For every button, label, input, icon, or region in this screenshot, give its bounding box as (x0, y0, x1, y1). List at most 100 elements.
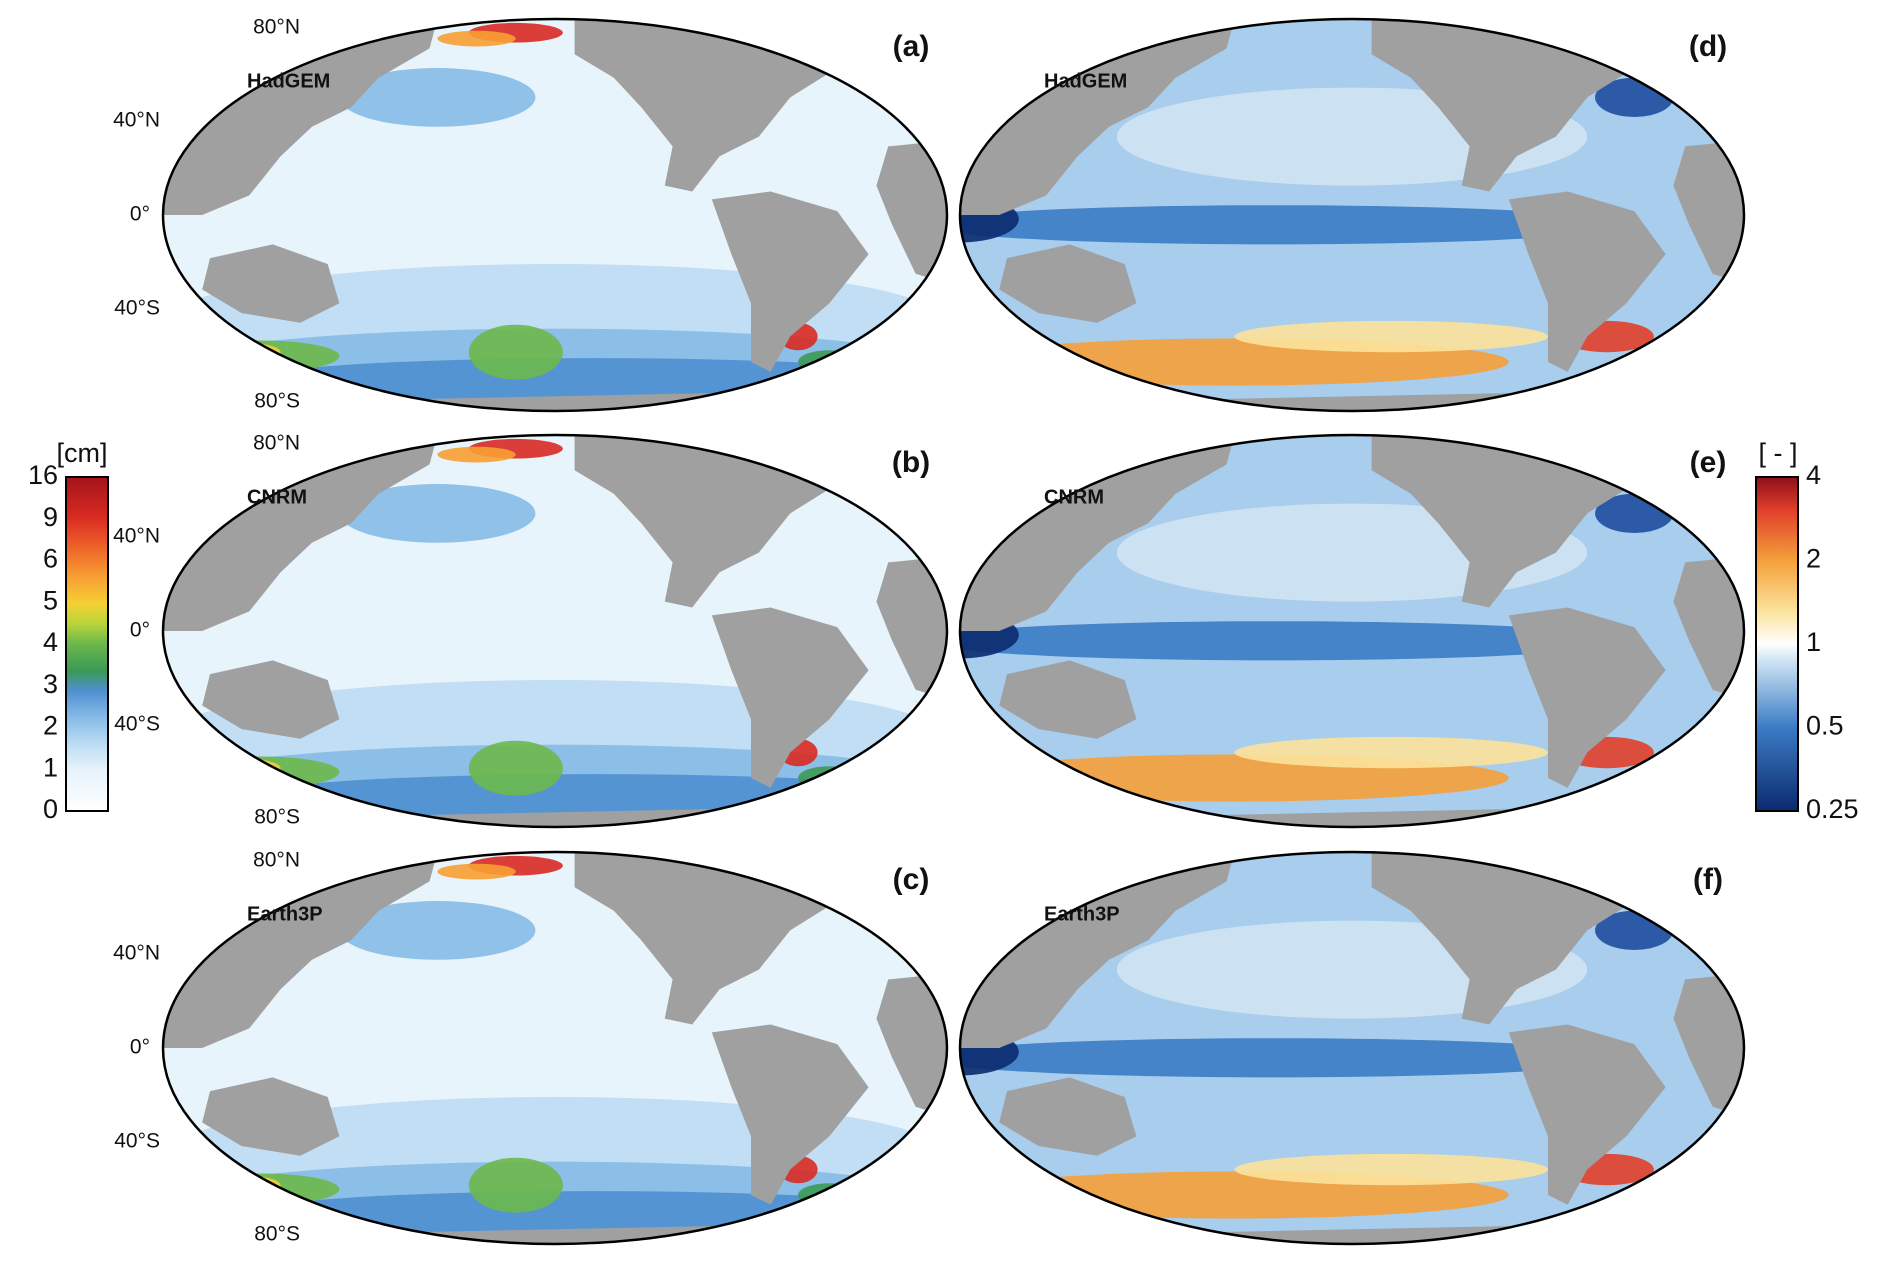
land (711, 1024, 869, 1205)
map-panel (901, 19, 1744, 411)
field-patch (960, 448, 1137, 469)
panel-label: (c) (893, 863, 930, 896)
lat-label: 40°S (114, 713, 160, 736)
colorbar-tick-label: 2 (1806, 544, 1821, 574)
lat-label: 40°N (113, 525, 160, 548)
land (574, 435, 849, 608)
colorbar-tick-label: 4 (1806, 460, 1821, 490)
field-patch (468, 740, 563, 796)
colorbar-tick-label: 1 (1806, 627, 1821, 657)
map-panel (901, 435, 1744, 827)
field-patch (960, 205, 1627, 245)
lat-label: 0° (130, 1036, 150, 1059)
lat-label: 40°S (114, 297, 160, 320)
panel-label: (d) (1689, 30, 1727, 63)
land (1371, 435, 1646, 608)
map-border (163, 19, 947, 411)
land (1673, 556, 1744, 700)
colorbar-unit: [ - ] (1759, 438, 1798, 468)
map-content (960, 435, 1744, 827)
land (574, 852, 849, 1025)
field-patch (1234, 1153, 1548, 1186)
lat-label: 0° (130, 619, 150, 642)
land (711, 607, 869, 788)
lat-label: 80°N (253, 432, 300, 455)
colorbar-tick-label: 2 (43, 711, 58, 741)
field-patch (437, 30, 516, 47)
field-patch (960, 865, 1137, 886)
land (1508, 191, 1666, 372)
colorbar-tick-label: 0.5 (1806, 711, 1844, 741)
land (1508, 607, 1666, 788)
field-patch (437, 446, 516, 463)
colorbar-tick-label: 0 (43, 794, 58, 824)
model-name: CNRM (247, 486, 307, 508)
lat-label: 80°N (253, 849, 300, 872)
panel-label: (a) (893, 30, 930, 63)
lat-label: 0° (130, 203, 150, 226)
lat-label: 80°S (254, 1223, 300, 1246)
colorbar-tick-label: 0.25 (1806, 794, 1859, 824)
field-patch (437, 863, 516, 880)
colorbar (1755, 476, 1799, 812)
land (999, 244, 1137, 323)
field-patch (202, 1175, 281, 1195)
field-patch (339, 901, 536, 960)
land (876, 140, 947, 284)
model-name: Earth3P (247, 903, 323, 925)
model-name: CNRM (1044, 486, 1104, 508)
colorbar-tick-label: 6 (43, 544, 58, 574)
colorbar-unit: [cm] (57, 438, 108, 468)
colorbar-tick-label: 1 (43, 752, 58, 782)
lat-label: 80°S (254, 390, 300, 413)
lat-label: 80°N (253, 16, 300, 39)
colorbar-tick-label: 5 (43, 585, 58, 615)
panel-label: (e) (1690, 446, 1727, 479)
land (999, 1077, 1137, 1156)
map-content (163, 435, 947, 827)
field-patch (339, 484, 536, 543)
model-name: Earth3P (1044, 903, 1120, 925)
land (202, 244, 340, 323)
colorbar-tick-label: 3 (43, 669, 58, 699)
colorbar-tick-label: 9 (43, 502, 58, 532)
field-patch (960, 1038, 1627, 1078)
land (574, 19, 849, 192)
lat-label: 80°S (254, 806, 300, 829)
map-content (960, 19, 1744, 411)
colorbar-tick-label: 16 (28, 460, 58, 490)
field-patch (202, 758, 281, 778)
land (1508, 1024, 1666, 1205)
model-name: HadGEM (1044, 70, 1127, 92)
land (711, 191, 869, 372)
field-patch (468, 1157, 563, 1213)
map-panel (163, 435, 947, 827)
land (1673, 140, 1744, 284)
field-patch (339, 68, 536, 127)
model-name: HadGEM (247, 70, 330, 92)
map-panel (901, 852, 1744, 1244)
panel-label: (f) (1693, 863, 1723, 896)
field-patch (960, 32, 1137, 53)
land (1673, 973, 1744, 1117)
lat-label: 40°N (113, 109, 160, 132)
field-patch (468, 324, 563, 380)
land (202, 1077, 340, 1156)
field-patch (1234, 320, 1548, 353)
map-content (960, 852, 1744, 1244)
map-panel (163, 19, 947, 411)
map-border (960, 435, 1744, 827)
land (202, 660, 340, 739)
lat-label: 40°N (113, 942, 160, 965)
field-patch (1234, 736, 1548, 769)
panel-label: (b) (892, 446, 930, 479)
field-patch (202, 342, 281, 362)
land (1371, 852, 1646, 1025)
colorbar-tick-label: 4 (43, 627, 58, 657)
land (876, 556, 947, 700)
map-border (960, 19, 1744, 411)
land (999, 660, 1137, 739)
colorbar (65, 476, 109, 812)
land (1371, 19, 1646, 192)
